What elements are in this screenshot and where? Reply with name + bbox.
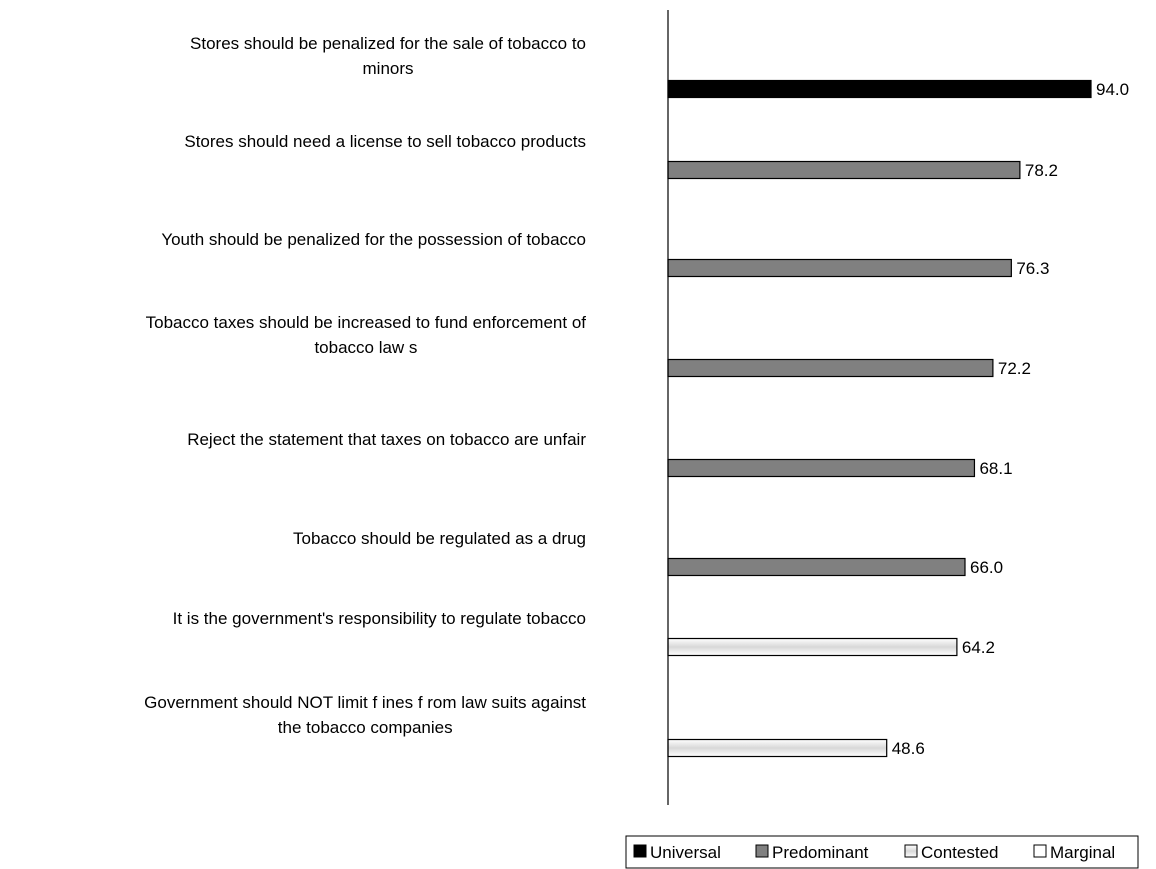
bar-8 (667, 738, 888, 758)
category-label-4-line-2: tobacco law s (314, 338, 417, 357)
legend: Universal Predominant Contested Marginal (625, 835, 1139, 869)
value-label-2: 78.2 (1025, 161, 1058, 180)
value-label-6: 66.0 (970, 558, 1003, 577)
value-label-8: 48.6 (892, 739, 925, 758)
category-label-2-line-1: Stores should need a license to sell tob… (184, 132, 586, 151)
bar-7 (667, 637, 958, 657)
category-labels: Stores should be penalized for the sale … (144, 34, 586, 737)
value-label-3: 76.3 (1016, 259, 1049, 278)
value-labels: 94.0 78.2 76.3 72.2 68.1 66.0 64.2 48.6 (892, 80, 1129, 758)
category-label-5-line-1: Reject the statement that taxes on tobac… (187, 430, 586, 449)
category-label-7-line-1: It is the government's responsibility to… (173, 609, 586, 628)
value-label-5: 68.1 (979, 459, 1012, 478)
bar-1 (667, 79, 1092, 99)
bar-6 (667, 557, 966, 577)
legend-swatch-universal (633, 844, 647, 858)
legend-swatch-contested (904, 844, 918, 858)
bar-5 (667, 458, 976, 478)
value-label-1: 94.0 (1096, 80, 1129, 99)
category-label-8-line-1: Government should NOT limit f ines f rom… (144, 693, 586, 712)
category-label-1-line-2: minors (363, 59, 414, 78)
category-label-3-line-1: Youth should be penalized for the posses… (161, 230, 586, 249)
legend-label-universal: Universal (650, 843, 721, 862)
bar-2 (667, 160, 1021, 180)
category-label-1-line-1: Stores should be penalized for the sale … (190, 34, 586, 53)
bar-3 (667, 258, 1012, 278)
legend-swatch-predominant (755, 844, 769, 858)
legend-label-contested: Contested (921, 843, 999, 862)
category-label-6-line-1: Tobacco should be regulated as a drug (293, 529, 586, 548)
legend-swatch-marginal (1033, 844, 1047, 858)
category-label-8-line-2: the tobacco companies (278, 718, 453, 737)
category-label-4-line-1: Tobacco taxes should be increased to fun… (146, 313, 587, 332)
legend-box (625, 835, 1139, 869)
bar-4 (667, 358, 994, 378)
value-label-4: 72.2 (998, 359, 1031, 378)
value-label-7: 64.2 (962, 638, 995, 657)
legend-label-predominant: Predominant (772, 843, 869, 862)
bars (667, 79, 1092, 758)
legend-label-marginal: Marginal (1050, 843, 1115, 862)
